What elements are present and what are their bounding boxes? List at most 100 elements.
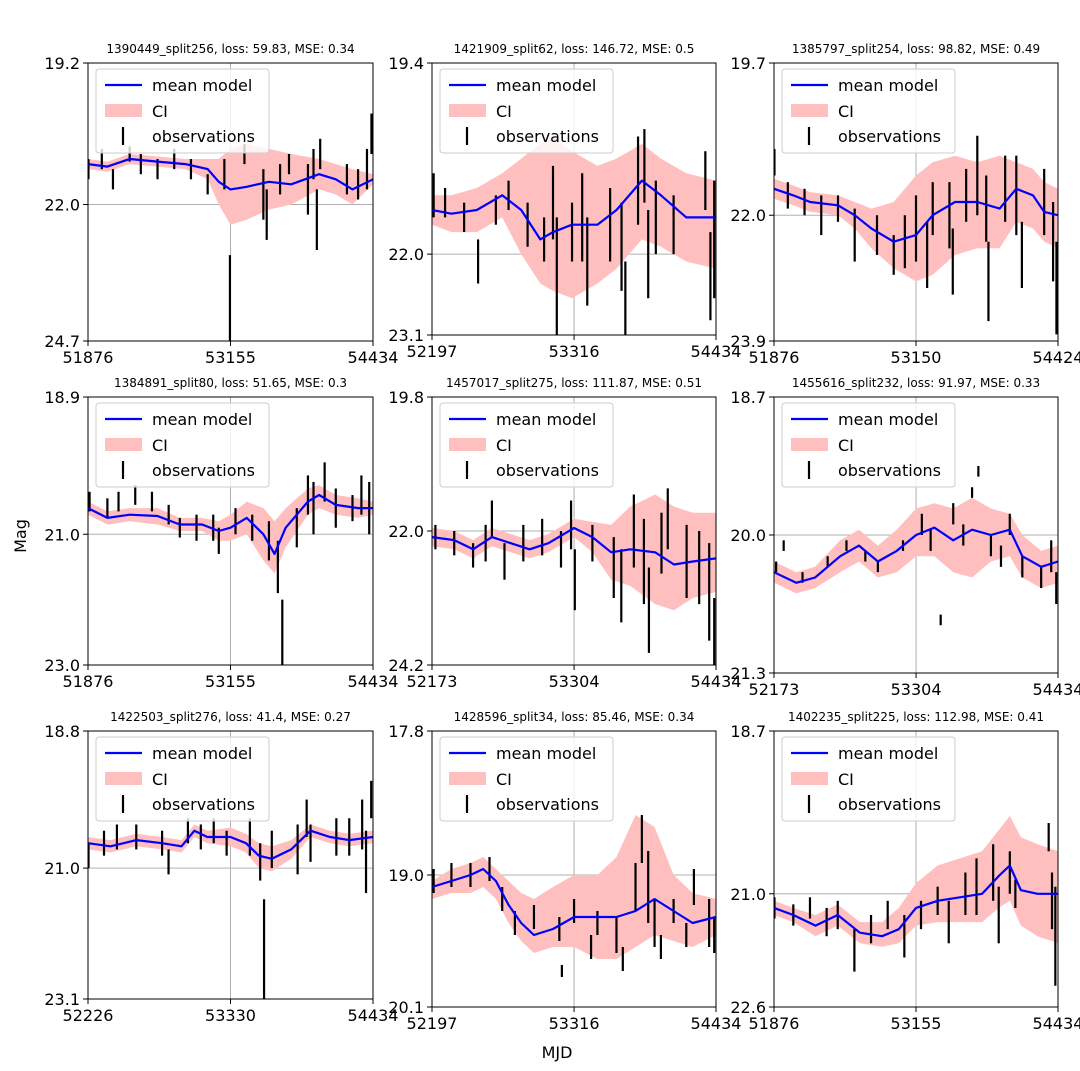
x-tick-label: 52173 (749, 680, 800, 699)
ci-band (774, 815, 1058, 947)
y-tick-label: 23.1 (44, 990, 80, 1009)
y-tick-label: 21.0 (44, 859, 80, 878)
legend-mean-label: mean model (496, 744, 596, 763)
y-tick-label: 22.6 (730, 998, 766, 1017)
legend-mean-label: mean model (838, 410, 938, 429)
x-tick-label: 54434 (691, 342, 742, 361)
x-tick-label: 53155 (205, 672, 256, 691)
y-tick-label: 19.8 (388, 388, 424, 407)
x-tick-label: 51876 (63, 348, 114, 367)
panel-5: 1457017_split275, loss: 111.87, MSE: 0.5… (388, 376, 741, 691)
legend-observations-label: observations (152, 461, 255, 480)
plot-area (774, 815, 1058, 986)
legend-ci-label: CI (838, 436, 854, 455)
legend-box (439, 402, 614, 488)
plot-area (774, 466, 1058, 626)
x-tick-label: 53304 (549, 672, 600, 691)
legend-ci-swatch (449, 104, 486, 117)
plot-area (432, 488, 716, 665)
legend-box (781, 402, 956, 488)
panel-title: 1428596_split34, loss: 85.46, MSE: 0.34 (454, 710, 695, 724)
legend-ci-swatch (105, 438, 142, 451)
legend-mean-label: mean model (496, 410, 596, 429)
legend-ci-label: CI (838, 770, 854, 789)
x-tick-label: 51876 (63, 672, 114, 691)
legend-observations-label: observations (496, 795, 599, 814)
x-tick-label: 54434 (348, 348, 399, 367)
legend-ci-label: CI (496, 102, 512, 121)
plot-area (432, 815, 716, 977)
plot-area (88, 780, 373, 999)
y-tick-label: 19.2 (44, 54, 80, 73)
y-tick-label: 22.0 (730, 206, 766, 225)
legend-ci-label: CI (152, 770, 168, 789)
x-tick-label: 51876 (749, 348, 800, 367)
x-tick-label: 53155 (205, 348, 256, 367)
x-tick-label: 54434 (348, 672, 399, 691)
x-tick-label: 53155 (891, 1014, 942, 1033)
y-tick-label: 18.8 (44, 722, 80, 741)
y-tick-label: 19.4 (388, 54, 424, 73)
mean-model-line (88, 493, 373, 556)
panel-title: 1455616_split232, loss: 91.97, MSE: 0.33 (792, 376, 1040, 390)
legend-box (781, 68, 956, 154)
legend-box (439, 68, 614, 154)
y-tick-label: 21.3 (730, 664, 766, 683)
x-tick-label: 54434 (691, 1014, 742, 1033)
legend-mean-label: mean model (838, 76, 938, 95)
legend-ci-swatch (791, 772, 828, 785)
panel-title: 1457017_split275, loss: 111.87, MSE: 0.5… (446, 376, 702, 390)
y-tick-label: 19.0 (388, 866, 424, 885)
y-tick-label: 24.7 (44, 332, 80, 351)
legend-ci-swatch (105, 772, 142, 785)
y-tick-label: 18.7 (730, 388, 766, 407)
legend-mean-label: mean model (152, 744, 252, 763)
x-tick-label: 52197 (407, 342, 458, 361)
y-tick-label: 18.7 (730, 722, 766, 741)
legend-mean-label: mean model (838, 744, 938, 763)
x-axis-label: MJD (542, 1043, 573, 1062)
panel-8: 1428596_split34, loss: 85.46, MSE: 0.34 5… (388, 710, 741, 1033)
mean-model-line (432, 179, 716, 241)
legend-ci-label: CI (496, 436, 512, 455)
ci-band (88, 143, 373, 225)
legend-ci-swatch (791, 104, 828, 117)
ci-band (88, 824, 373, 872)
x-tick-label: 54424 (1033, 348, 1080, 367)
panel-title: 1422503_split276, loss: 41.4, MSE: 0.27 (110, 710, 351, 724)
legend-observations-label: observations (838, 795, 941, 814)
legend-ci-swatch (105, 104, 142, 117)
legend-box (95, 68, 270, 154)
x-tick-label: 53316 (549, 1014, 600, 1033)
y-tick-label: 21.0 (44, 525, 80, 544)
legend-observations-label: observations (496, 461, 599, 480)
x-tick-label: 51876 (749, 1014, 800, 1033)
y-tick-label: 17.8 (388, 722, 424, 741)
panel-2: 1421909_split62, loss: 146.72, MSE: 0.5 5… (388, 42, 741, 361)
ci-band (774, 497, 1058, 594)
y-axis-label: Mag (11, 519, 30, 553)
legend-ci-swatch (449, 438, 486, 451)
panel-title: 1384891_split80, loss: 51.65, MSE: 0.3 (114, 376, 347, 390)
legend-mean-label: mean model (152, 76, 252, 95)
x-tick-label: 52173 (407, 672, 458, 691)
x-tick-label: 54434 (691, 672, 742, 691)
panel-1: 1390449_split256, loss: 59.83, MSE: 0.34… (44, 42, 398, 367)
legend-observations-label: observations (838, 461, 941, 480)
legend-mean-label: mean model (496, 76, 596, 95)
mean-model-line (774, 187, 1058, 243)
panel-9: 1402235_split225, loss: 112.98, MSE: 0.4… (730, 710, 1080, 1033)
x-tick-label: 53304 (891, 680, 942, 699)
y-tick-label: 21.0 (730, 885, 766, 904)
mean-model-line (88, 157, 373, 191)
x-tick-label: 52226 (63, 1006, 114, 1025)
y-tick-label: 24.2 (388, 656, 424, 675)
legend-box (439, 736, 614, 822)
panel-title: 1421909_split62, loss: 146.72, MSE: 0.5 (454, 42, 695, 56)
panel-7: 1422503_split276, loss: 41.4, MSE: 0.27 5… (44, 710, 398, 1025)
mean-model-line (774, 864, 1058, 938)
panel-3: 1385797_split254, loss: 98.82, MSE: 0.49… (730, 42, 1080, 367)
mean-model-line (432, 867, 716, 937)
x-tick-label: 52197 (407, 1014, 458, 1033)
